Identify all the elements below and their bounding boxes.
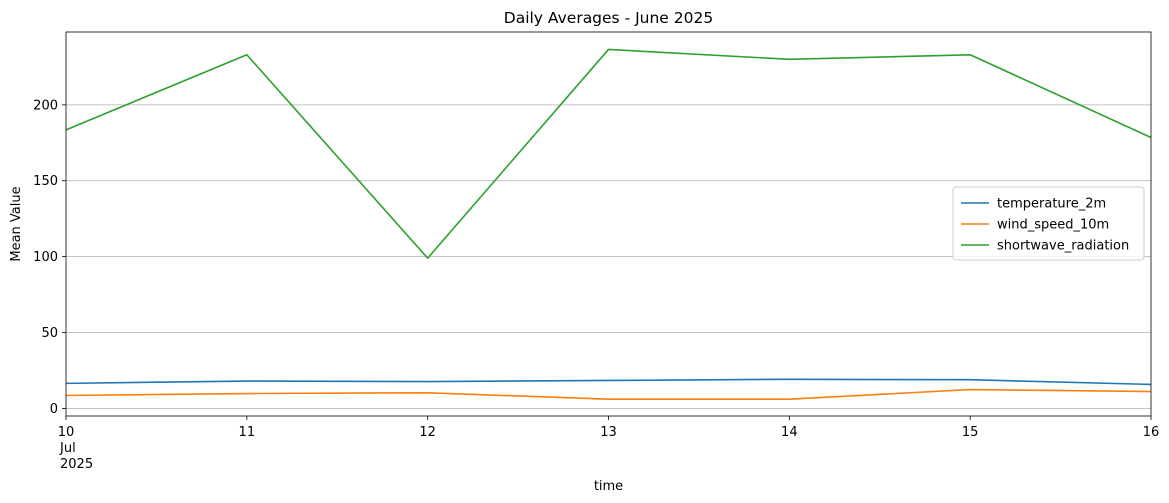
- x-tick-label: 16: [1143, 425, 1160, 440]
- x-tick-label: 10: [58, 425, 75, 440]
- series-lines: [65, 48, 1152, 400]
- gridlines: [66, 104, 1151, 409]
- y-tick-label: 150: [33, 174, 58, 189]
- y-axis-label: Mean Value: [9, 186, 24, 261]
- x-tick-label: 15: [962, 425, 979, 440]
- y-tick-label: 0: [50, 402, 58, 417]
- x-tick-label: 11: [239, 425, 256, 440]
- series-line-temperature_2m: [65, 378, 1152, 386]
- x-tick-sublabel: 2025: [60, 457, 93, 472]
- legend-label: wind_speed_10m: [997, 218, 1109, 233]
- x-tick-label: 14: [781, 425, 798, 440]
- x-tick-label: 12: [419, 425, 436, 440]
- x-tick-sublabel: Jul: [59, 441, 76, 456]
- legend-label: shortwave_radiation: [997, 239, 1129, 254]
- y-tick-label: 50: [41, 326, 58, 341]
- legend-box: [952, 186, 1145, 261]
- chart-title: Daily Averages - June 2025: [504, 9, 713, 27]
- x-tick-label: 13: [600, 425, 617, 440]
- series-line-shortwave_radiation: [65, 48, 1152, 259]
- legend-label: temperature_2m: [997, 197, 1106, 212]
- series-line-wind_speed_10m: [65, 388, 1152, 400]
- x-axis-label: time: [594, 479, 623, 494]
- y-tick-label: 100: [33, 250, 58, 265]
- y-axis: 0 50 100 150 200: [33, 98, 66, 417]
- legend: temperature_2m wind_speed_10m shortwave_ra…: [952, 186, 1145, 261]
- y-tick-label: 200: [33, 98, 58, 113]
